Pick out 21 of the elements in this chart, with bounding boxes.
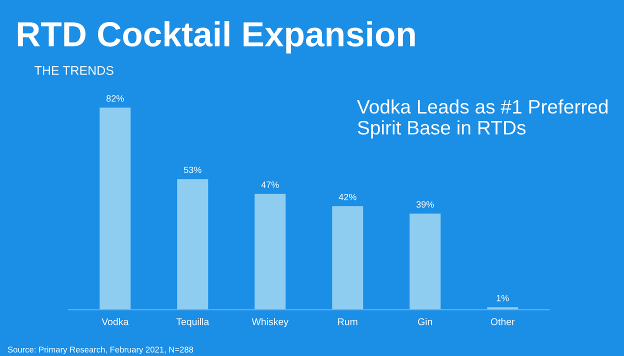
data-label: 53% <box>184 166 202 174</box>
chart-subtitle: THE TRENDS <box>34 66 114 75</box>
bar <box>100 108 131 310</box>
x-tick-label: Gin <box>418 318 432 326</box>
x-tick-label: Vodka <box>102 318 129 326</box>
data-label: 39% <box>416 201 434 208</box>
bar <box>332 206 364 310</box>
x-tick-label: Whiskey <box>252 318 288 328</box>
data-label: 47% <box>261 182 279 188</box>
annotation: Vodka Leads as #1 Preferred Spirit Base in RTDs <box>357 99 608 138</box>
data-label: 1% <box>496 294 509 302</box>
bar <box>410 214 441 310</box>
chart-title: RTD Cocktail Expansion <box>18 21 415 54</box>
bar <box>254 194 286 310</box>
source-note: Source: Primary Research, February 2021, N=288 <box>8 346 194 354</box>
x-tick-label: Tequilla <box>176 318 210 328</box>
x-tick-label: Other <box>490 318 515 326</box>
data-label: 42% <box>338 194 356 200</box>
data-label: 82% <box>106 95 124 102</box>
x-tick-label: Rum <box>338 318 358 326</box>
bar <box>177 179 208 310</box>
